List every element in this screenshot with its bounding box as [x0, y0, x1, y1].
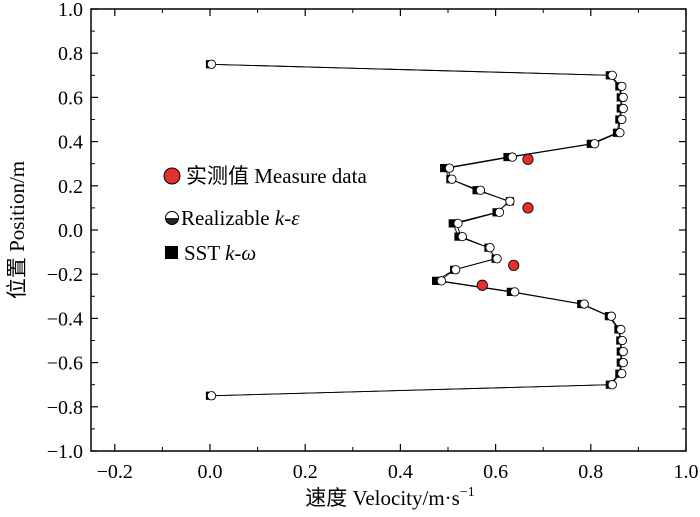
legend-item-sst: SST k-ω — [165, 241, 256, 265]
y-tick-label: −0.8 — [47, 397, 83, 419]
measure-point — [508, 259, 520, 271]
series-line-2 — [209, 63, 622, 397]
realizable-point — [607, 70, 617, 80]
legend-marker-measure — [163, 167, 181, 185]
realizable-point — [457, 231, 468, 242]
y-tick-label: 0.2 — [58, 176, 83, 198]
realizable-point — [618, 346, 628, 357]
realizable-point — [453, 218, 463, 229]
x-tick-label: 0.4 — [388, 461, 413, 483]
legend-label-sst: SST k-ω — [184, 241, 256, 265]
y-tick-label: −0.4 — [47, 308, 83, 330]
x-tick-label: 1.0 — [674, 461, 699, 483]
realizable-point — [206, 391, 217, 401]
axes-layer: −0.2 0.0 0.2 0.4 0.6 0.8 1.0 1.0 0.8 0.6 0.4 0.2 0.0… — [47, 0, 699, 483]
legend-label-measure: 实测值 Measure data — [186, 164, 367, 188]
legend-label-realizable: Realizable k-ε — [181, 206, 300, 230]
realizable-point — [436, 276, 447, 286]
y-tick-label: −0.2 — [47, 264, 83, 286]
realizable-point — [447, 174, 457, 184]
realizable-point — [492, 254, 502, 264]
realizable-point — [618, 357, 628, 368]
x-axis-title: 速度 Velocity/m·s−1 — [305, 485, 474, 510]
y-tick-label: 0.4 — [58, 132, 83, 154]
legend-item-realizable: Realizable k-ε — [165, 206, 300, 230]
realizable-point — [505, 196, 515, 206]
series-lines-layer — [209, 63, 623, 397]
y-axis-title: 位置 Position/m — [5, 161, 29, 299]
realizable-point — [507, 152, 517, 162]
realizable-point — [617, 81, 627, 92]
realizable-point — [451, 265, 461, 275]
realizable-point — [617, 114, 627, 125]
y-tick-label: 0.6 — [58, 87, 83, 109]
y-tick-label: 1.0 — [58, 0, 83, 21]
realizable-point — [618, 92, 628, 103]
realizable-point — [444, 163, 455, 173]
realizable-point — [607, 380, 617, 390]
measure-point — [476, 279, 488, 291]
realizable-point — [590, 139, 600, 149]
measure-point — [522, 202, 534, 214]
x-tick-label: 0.0 — [198, 461, 223, 483]
measure-point — [522, 153, 534, 165]
realizable-point — [615, 128, 625, 138]
realizable-point — [606, 311, 616, 321]
legend-item-measure: 实测值 Measure data — [163, 164, 367, 188]
y-tick-label: 0.0 — [58, 220, 83, 242]
x-tick-label: 0.8 — [578, 461, 603, 483]
realizable-point — [616, 324, 626, 335]
series-line-1 — [209, 63, 623, 397]
legend-marker-sst — [165, 246, 178, 259]
realizable-point — [206, 59, 217, 69]
realizable-point — [510, 287, 520, 297]
y-tick-label: −0.6 — [47, 353, 83, 375]
legend-marker-realizable-shade — [165, 218, 179, 225]
legend: 实测值 Measure data Realizable k-ε SST k-ω — [163, 164, 367, 265]
realizable-point — [485, 243, 495, 253]
realizable-point — [579, 299, 589, 309]
x-tick-label: −0.2 — [97, 461, 133, 483]
realizable-point — [618, 103, 628, 114]
y-tick-label: −1.0 — [47, 441, 83, 463]
realizable-point — [617, 368, 627, 379]
realizable-point — [617, 335, 627, 346]
x-tick-label: 0.6 — [483, 461, 508, 483]
realizable-point — [475, 185, 486, 195]
x-tick-label: 0.2 — [293, 461, 318, 483]
data-points-layer — [205, 59, 628, 401]
y-tick-label: 0.8 — [58, 43, 83, 65]
realizable-point — [494, 207, 505, 217]
